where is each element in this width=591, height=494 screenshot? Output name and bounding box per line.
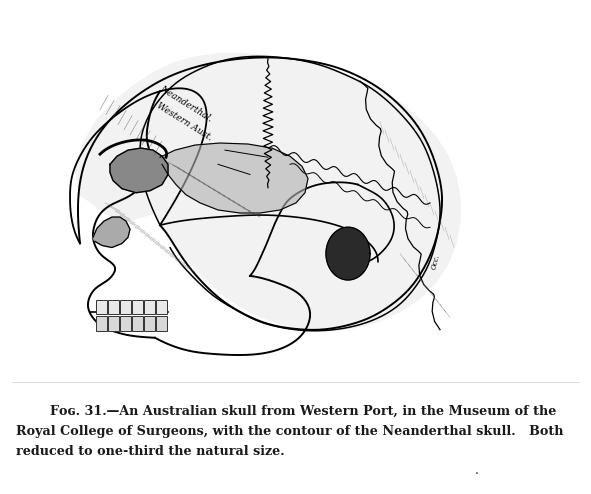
Bar bbox=[144, 300, 155, 315]
Text: Fᴏɢ. 31.—An Australian skull from Western Port, in the Museum of the: Fᴏɢ. 31.—An Australian skull from Wester… bbox=[50, 405, 556, 417]
Bar bbox=[120, 317, 131, 330]
Text: .: . bbox=[475, 464, 479, 477]
Polygon shape bbox=[326, 227, 370, 280]
Text: Royal College of Surgeons, with the contour of the Neanderthal skull.   Both: Royal College of Surgeons, with the cont… bbox=[16, 425, 563, 438]
Bar bbox=[156, 317, 167, 330]
Polygon shape bbox=[160, 143, 308, 213]
Polygon shape bbox=[93, 217, 130, 247]
Text: Western Aust.: Western Aust. bbox=[155, 101, 214, 142]
Bar bbox=[156, 300, 167, 315]
Bar bbox=[144, 317, 155, 330]
Text: reduced to one-third the natural size.: reduced to one-third the natural size. bbox=[16, 445, 285, 458]
Polygon shape bbox=[110, 148, 168, 193]
Text: Neanderthal.: Neanderthal. bbox=[158, 84, 214, 124]
Bar bbox=[132, 317, 143, 330]
Bar bbox=[108, 317, 119, 330]
Polygon shape bbox=[75, 54, 460, 330]
Bar bbox=[132, 300, 143, 315]
Bar bbox=[108, 300, 119, 315]
Text: Occ.: Occ. bbox=[430, 253, 442, 271]
Bar bbox=[120, 300, 131, 315]
Bar bbox=[96, 317, 107, 330]
Bar bbox=[96, 300, 107, 315]
